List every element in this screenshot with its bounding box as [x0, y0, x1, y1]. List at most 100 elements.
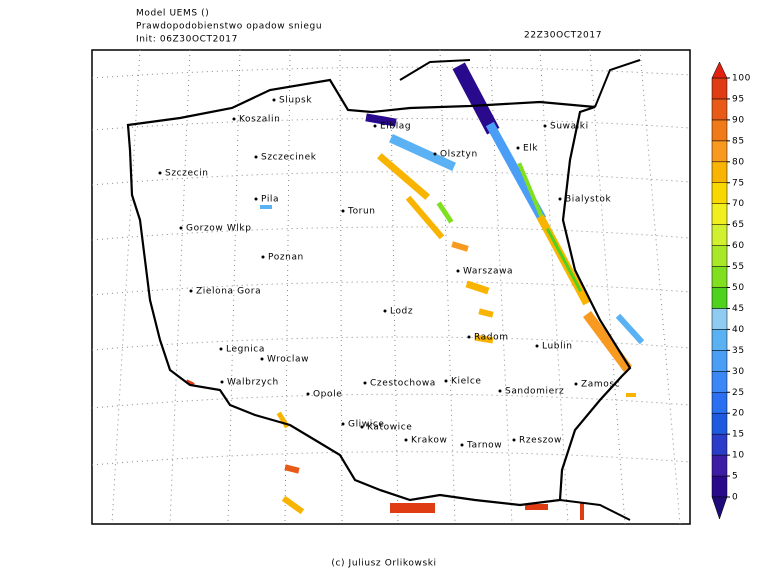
city-label: Gliwice — [348, 420, 385, 430]
colorbar-label: 0 — [732, 493, 738, 503]
colorbar-label: 15 — [732, 430, 745, 440]
colorbar-label: 55 — [732, 262, 745, 272]
city-dot — [498, 389, 502, 393]
colorbar-label: 85 — [732, 136, 745, 146]
city-label: Krakow — [411, 436, 447, 446]
city-label: Zielona Gora — [196, 287, 261, 297]
colorbar-segment — [711, 161, 728, 184]
map-frame — [91, 49, 691, 525]
colorbar-segment — [711, 433, 728, 456]
colorbar-label: 65 — [732, 220, 745, 230]
city-dot — [467, 335, 471, 339]
city-dot — [460, 443, 464, 447]
city-label: Tarnow — [466, 441, 502, 451]
graticule — [91, 49, 691, 525]
colorbar-label: 100 — [732, 74, 751, 84]
city-dot — [558, 197, 562, 201]
city-label: Rzeszow — [519, 436, 562, 446]
colorbar-label: 95 — [732, 94, 745, 104]
colorbar-label: 90 — [732, 115, 745, 125]
city-label: Elk — [523, 144, 538, 154]
city-label: Warszawa — [463, 267, 513, 277]
colorbar-segment — [711, 329, 728, 351]
city-dot — [189, 289, 193, 293]
product-label: Prawdopodobienstwo opadow sniegu — [136, 22, 322, 32]
colorbar-segment — [711, 119, 728, 142]
city-dot — [433, 152, 437, 156]
city-label: Katowice — [367, 423, 412, 433]
colorbar-segment — [711, 475, 728, 498]
city-dot — [341, 422, 345, 426]
map: Slupsk Koszalin Suwalki Elblag Olsztyn Elk Szc… — [91, 49, 691, 525]
colorbar-over — [711, 61, 728, 79]
city-dot — [272, 98, 276, 102]
colorbar-label: 45 — [732, 304, 745, 314]
colorbar-label: 5 — [732, 472, 738, 482]
colorbar-label: 80 — [732, 157, 745, 167]
city-label: Elblag — [380, 122, 411, 132]
neighbor-border — [399, 59, 641, 521]
city-label: Slupsk — [279, 96, 312, 106]
colorbar-label: 10 — [732, 451, 745, 461]
city-label: Czestochowa — [370, 379, 436, 389]
colorbar-segment — [711, 412, 728, 435]
colorbar-segment — [711, 266, 728, 288]
colorbar-label: 35 — [732, 346, 745, 356]
colorbar-segment — [711, 77, 728, 100]
city-dot — [306, 392, 310, 396]
city-label: Poznan — [268, 253, 304, 263]
colorbar-segment — [711, 454, 728, 477]
colorbar-segment — [711, 287, 728, 309]
city-label: Wroclaw — [267, 355, 309, 365]
colorbar-label: 75 — [732, 178, 745, 188]
city-label: Lublin — [542, 342, 573, 352]
city-dot — [512, 438, 516, 442]
init-label: Init: 06Z30OCT2017 — [136, 35, 238, 45]
colorbar-label: 70 — [732, 199, 745, 209]
city-dot — [456, 269, 460, 273]
colorbar-label: 40 — [732, 325, 745, 335]
city-label: Suwalki — [550, 122, 589, 132]
city-label: Kielce — [451, 377, 482, 387]
colorbar-label: 25 — [732, 388, 745, 398]
city-dot — [260, 357, 264, 361]
city-dot — [543, 124, 547, 128]
city-dot — [444, 379, 448, 383]
city-dot — [535, 344, 539, 348]
city-label: Lodz — [390, 307, 413, 317]
city-dot — [363, 381, 367, 385]
colorbar: 0 5 10 15 20 25 30 35 40 45 50 55 60 65 70 75 80 85 90 95 10… — [711, 61, 751, 520]
model-label: Model UEMS () — [136, 9, 209, 19]
city-label: Torun — [347, 207, 376, 217]
city-dot — [158, 171, 162, 175]
city-label: Szczecin — [165, 169, 209, 179]
city-label: Olsztyn — [440, 150, 478, 160]
city-dot — [220, 380, 224, 384]
colorbar-segment — [711, 392, 728, 414]
city-dot — [179, 226, 183, 230]
colorbar-label: 50 — [732, 283, 745, 293]
city-layer: Slupsk Koszalin Suwalki Elblag Olsztyn Elk Szc… — [158, 96, 620, 451]
city-dot — [254, 197, 258, 201]
city-label: Radom — [474, 333, 509, 343]
colorbar-segment — [711, 224, 728, 246]
city-label: Walbrzych — [227, 378, 279, 388]
city-dot — [341, 209, 345, 213]
city-dot — [360, 425, 364, 429]
colorbar-label: 20 — [732, 409, 745, 419]
city-dot — [219, 347, 223, 351]
city-label: Zamosc — [581, 380, 620, 390]
city-dot — [373, 124, 377, 128]
city-label: Koszalin — [239, 115, 280, 125]
precipitation — [185, 62, 645, 520]
colorbar-segment — [711, 350, 728, 372]
city-dot — [383, 309, 387, 313]
colorbar-segment — [711, 371, 728, 393]
footer: (c) Juliusz Orlikowski — [331, 559, 436, 569]
city-label: Pila — [261, 195, 279, 205]
colorbar-segment — [711, 245, 728, 267]
city-dot — [516, 146, 520, 150]
city-dot — [254, 155, 258, 159]
city-label: Gorzow Wlkp — [186, 224, 252, 234]
